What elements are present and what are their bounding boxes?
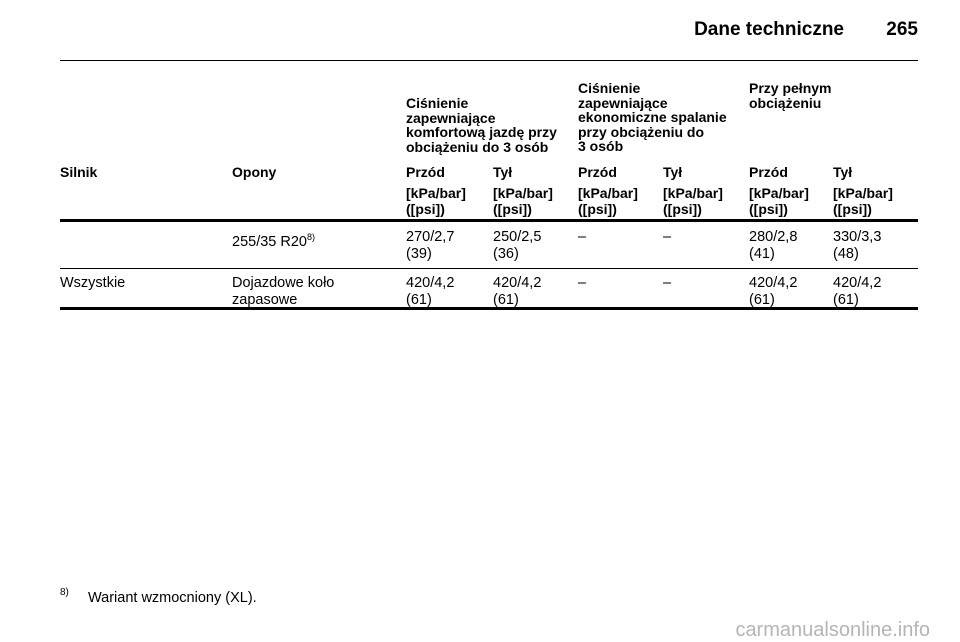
footnote-mark: 8) bbox=[60, 587, 69, 598]
column-header: Tył bbox=[663, 164, 683, 180]
column-header: Tył bbox=[493, 164, 513, 180]
pressure-cell: (61) bbox=[493, 292, 519, 308]
unit-label: [kPa/bar] bbox=[749, 185, 809, 201]
header-title: Dane techniczne bbox=[694, 19, 844, 40]
unit-label: ([psi]) bbox=[833, 201, 872, 217]
group-header: zapewniające bbox=[406, 109, 496, 126]
tire-cell: 255/35 R208) bbox=[232, 232, 315, 250]
pressure-cell: (39) bbox=[406, 246, 432, 262]
tire-cell: Dojazdowe koło bbox=[232, 275, 335, 291]
pressure-cell: 280/2,8 bbox=[749, 229, 798, 245]
group-header: Przy pełnym bbox=[749, 80, 832, 96]
column-header: Opony bbox=[232, 164, 277, 180]
unit-label: [kPa/bar] bbox=[406, 185, 466, 201]
group-header: Ciśnienie bbox=[578, 80, 641, 96]
unit-label: [kPa/bar] bbox=[578, 185, 638, 201]
group-header: obciążeniu bbox=[749, 94, 822, 111]
pressure-cell: (48) bbox=[833, 246, 859, 262]
header-rule bbox=[60, 60, 918, 61]
pressure-cell: (61) bbox=[833, 292, 859, 308]
tire-cell: zapasowe bbox=[232, 292, 298, 308]
watermark: carmanualsonline.info bbox=[735, 619, 930, 641]
pressure-cell: – bbox=[578, 275, 587, 291]
group-header: 3 osób bbox=[578, 138, 624, 154]
pressure-cell: – bbox=[663, 229, 672, 245]
pressure-cell: 420/4,2 bbox=[493, 275, 542, 291]
pressure-cell: (36) bbox=[493, 246, 519, 262]
unit-label: ([psi]) bbox=[578, 201, 617, 217]
unit-label: [kPa/bar] bbox=[833, 185, 893, 201]
pressure-cell: 420/4,2 bbox=[833, 275, 882, 291]
group-header: obciążeniu do 3 osób bbox=[406, 138, 549, 155]
pressure-cell: 250/2,5 bbox=[493, 229, 542, 245]
unit-label: [kPa/bar] bbox=[663, 185, 723, 201]
group-header: komfortową jazdę przy bbox=[406, 124, 557, 140]
column-header: Silnik bbox=[60, 164, 98, 180]
group-header: zapewniające bbox=[578, 94, 668, 111]
unit-label: [kPa/bar] bbox=[493, 185, 553, 201]
page-number: 265 bbox=[886, 19, 918, 40]
pressure-cell: (41) bbox=[749, 246, 775, 262]
column-header: Przód bbox=[749, 164, 788, 180]
pressure-cell: 420/4,2 bbox=[749, 275, 798, 291]
group-header: Ciśnienie bbox=[406, 95, 469, 111]
column-header: Przód bbox=[578, 164, 617, 180]
unit-label: ([psi]) bbox=[493, 201, 532, 217]
pressure-cell: – bbox=[578, 229, 587, 245]
pressure-cell: 420/4,2 bbox=[406, 275, 455, 291]
engine-cell: Wszystkie bbox=[60, 275, 126, 291]
row-rule bbox=[60, 268, 918, 269]
pressure-cell: 330/3,3 bbox=[833, 229, 882, 245]
table-rule bbox=[60, 307, 918, 310]
pressure-cell: (61) bbox=[749, 292, 775, 308]
group-header: ekonomiczne spalanie bbox=[578, 109, 727, 125]
table-rule bbox=[60, 219, 918, 222]
unit-label: ([psi]) bbox=[406, 201, 445, 217]
footnote-text: Wariant wzmocniony (XL). bbox=[88, 590, 257, 606]
column-header: Tył bbox=[833, 164, 853, 180]
unit-label: ([psi]) bbox=[663, 201, 702, 217]
group-header: przy obciążeniu do bbox=[578, 123, 705, 140]
pressure-cell: – bbox=[663, 275, 672, 291]
footnote-ref: 8) bbox=[306, 232, 315, 242]
pressure-cell: 270/2,7 bbox=[406, 229, 455, 245]
pressure-cell: (61) bbox=[406, 292, 432, 308]
column-header: Przód bbox=[406, 164, 445, 180]
unit-label: ([psi]) bbox=[749, 201, 788, 217]
